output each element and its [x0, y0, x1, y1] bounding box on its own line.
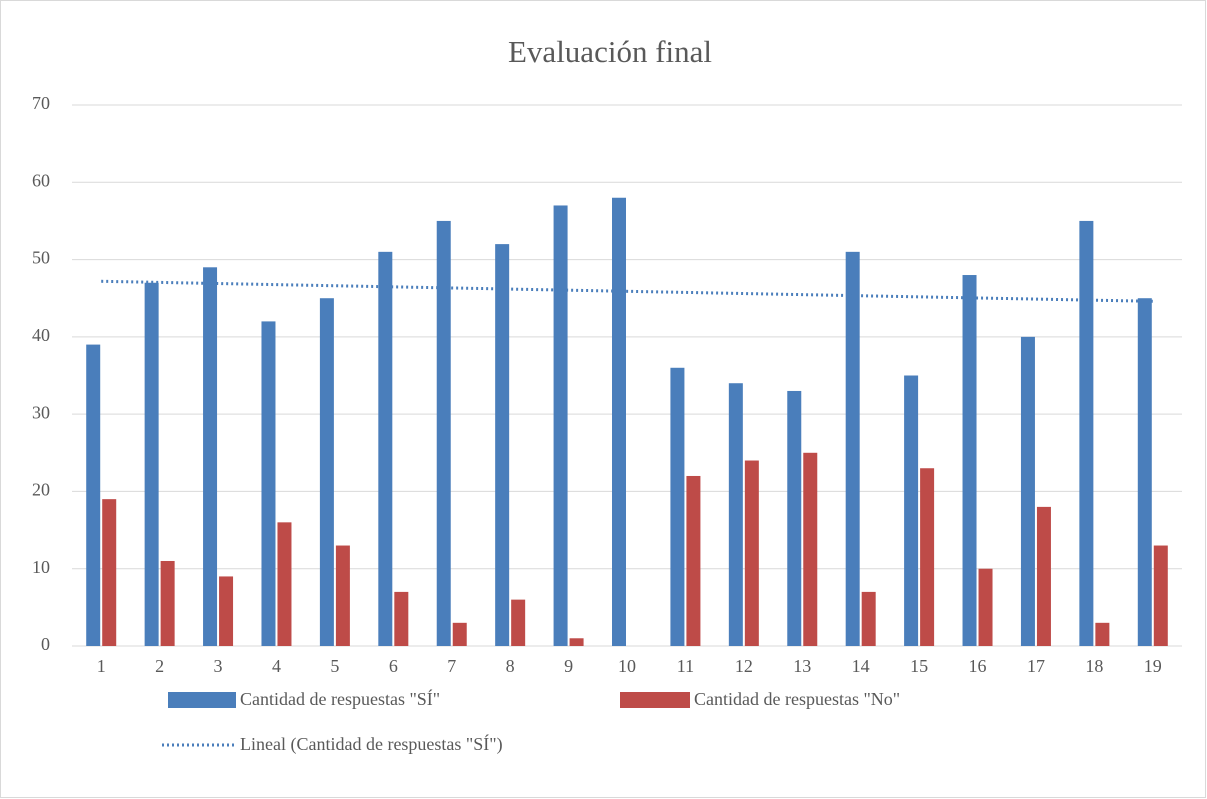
bar — [394, 591, 409, 646]
bar — [335, 545, 350, 646]
y-tick-label: 40 — [32, 325, 50, 345]
bar — [686, 475, 701, 646]
bar — [319, 298, 334, 646]
x-tick-label: 18 — [1085, 656, 1103, 676]
bar — [378, 251, 393, 647]
y-tick-label: 70 — [32, 93, 50, 113]
y-tick-label: 50 — [32, 248, 50, 268]
x-tick-label: 17 — [1027, 656, 1045, 676]
legend-swatch — [620, 692, 690, 708]
y-tick-label: 20 — [32, 480, 50, 500]
x-tick-label: 16 — [969, 656, 987, 676]
legend-label: Lineal (Cantidad de respuestas "SÍ") — [240, 733, 503, 755]
x-tick-label: 10 — [618, 656, 636, 676]
x-tick-label: 6 — [389, 656, 398, 676]
bar — [160, 560, 175, 646]
bar — [511, 599, 526, 646]
y-tick-label: 30 — [32, 402, 50, 422]
legend-label: Cantidad de respuestas "No" — [694, 689, 900, 709]
x-tick-label: 1 — [97, 656, 106, 676]
bar — [845, 251, 860, 647]
trendline — [101, 279, 1153, 303]
x-tick-label: 2 — [155, 656, 164, 676]
x-tick-label: 12 — [735, 656, 753, 676]
bar — [612, 197, 626, 646]
bar — [1020, 336, 1035, 646]
bar — [553, 205, 568, 646]
y-tick-label: 0 — [41, 634, 50, 654]
bar — [962, 275, 977, 646]
bar — [670, 367, 685, 646]
bar — [452, 622, 467, 646]
bar — [920, 468, 935, 646]
bar — [1036, 506, 1051, 646]
x-tick-label: 15 — [910, 656, 928, 676]
bar — [1095, 622, 1110, 646]
y-tick-label: 60 — [32, 170, 50, 190]
x-tick-label: 9 — [564, 656, 573, 676]
bar — [86, 344, 101, 646]
legend-swatch — [168, 692, 236, 708]
bar — [1137, 298, 1152, 646]
bar — [144, 282, 159, 646]
x-tick-label: 14 — [852, 656, 870, 676]
bar — [787, 390, 802, 646]
x-tick-label: 13 — [793, 656, 811, 676]
bar — [102, 499, 117, 646]
bar — [436, 220, 451, 646]
bar — [569, 638, 584, 646]
bar — [744, 460, 759, 646]
bar — [861, 591, 876, 646]
y-tick-label: 10 — [32, 557, 50, 577]
x-tick-label: 3 — [214, 656, 223, 676]
x-tick-label: 8 — [506, 656, 515, 676]
chart-title: Evaluación final — [508, 34, 712, 69]
x-tick-label: 7 — [447, 656, 456, 676]
bar — [728, 383, 743, 646]
bar — [1079, 220, 1094, 646]
x-tick-label: 11 — [677, 656, 694, 676]
bar — [978, 568, 993, 646]
bar — [904, 375, 919, 646]
bar — [495, 244, 510, 646]
x-tick-label: 4 — [272, 656, 281, 676]
bar — [803, 452, 818, 646]
bar — [219, 576, 234, 646]
bar — [203, 267, 218, 646]
x-tick-label: 5 — [330, 656, 339, 676]
legend-label: Cantidad de respuestas "SÍ" — [240, 688, 440, 709]
bar — [261, 321, 276, 646]
bar — [277, 522, 292, 646]
bar — [1153, 545, 1168, 646]
x-tick-label: 19 — [1144, 656, 1162, 676]
